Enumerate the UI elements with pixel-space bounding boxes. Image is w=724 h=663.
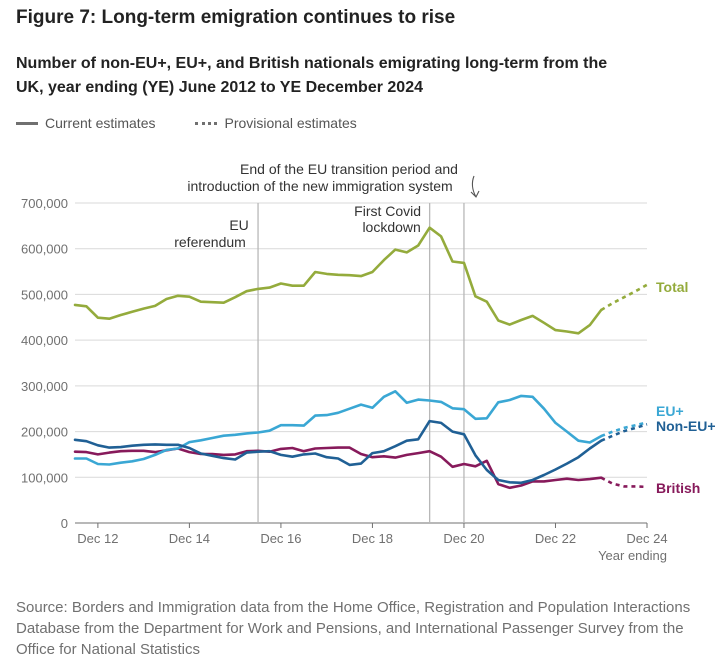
- x-tick-label: Dec 14: [169, 531, 210, 546]
- series-end-label: Non-EU+: [656, 418, 716, 434]
- series-line-total: [73, 226, 603, 335]
- series-end-label: EU+: [656, 403, 684, 419]
- series-end-label: British: [656, 480, 700, 496]
- annotation-label: introduction of the new immigration syst…: [187, 178, 452, 194]
- annotation-label: End of the EU transition period and: [240, 161, 458, 177]
- x-tick-label: Dec 20: [443, 531, 484, 546]
- figure-title: Figure 7: Long-term emigration continues…: [16, 7, 456, 28]
- legend-solid-line: [16, 121, 38, 125]
- series-provisional-line-non-eu: [600, 423, 648, 442]
- y-tick-label: 600,000: [21, 242, 68, 257]
- series-provisional-line-total: [600, 283, 648, 312]
- y-tick-label: 400,000: [21, 333, 68, 348]
- x-tick-label: Dec 24: [626, 531, 667, 546]
- annotation-label: lockdown: [362, 219, 420, 235]
- y-tick-label: 200,000: [21, 425, 68, 440]
- line-chart: 0 100,000 200,000 300,000 400,000 500,000 600,…: [21, 161, 716, 563]
- y-tick-label: 100,000: [21, 470, 68, 485]
- x-axis-title: Year ending: [598, 548, 667, 563]
- x-tick-label: Dec 22: [535, 531, 576, 546]
- legend-label-current: Current estimates: [45, 115, 156, 131]
- annotation-label: referendum: [174, 234, 246, 250]
- x-tick-label: Dec 12: [77, 531, 118, 546]
- x-tick-label: Dec 18: [352, 531, 393, 546]
- series-provisional-line-eu: [600, 421, 648, 438]
- y-tick-label: 0: [61, 516, 68, 531]
- series-end-label: Total: [656, 279, 688, 295]
- x-tick-label: Dec 16: [260, 531, 301, 546]
- series-line-eu: [73, 390, 603, 466]
- legend-item-current: Current estimates: [16, 115, 155, 131]
- annotation-arrow: [470, 175, 480, 198]
- chart-subtitle: Number of non-EU+, EU+, and British nati…: [16, 55, 608, 96]
- y-tick-label: 500,000: [21, 287, 68, 302]
- annotation-label: EU: [229, 217, 248, 233]
- legend-label-provisional: Provisional estimates: [224, 115, 357, 131]
- legend-item-provisional: Provisional estimates: [195, 115, 357, 131]
- y-tick-label: 300,000: [21, 379, 68, 394]
- series-line-non-eu: [73, 419, 603, 485]
- annotation-label: First Covid: [354, 203, 421, 219]
- source-note: Source: Borders and Immigration data fro…: [16, 599, 691, 658]
- legend: Current estimates Provisional estimates: [16, 115, 397, 131]
- y-tick-label: 700,000: [21, 196, 68, 211]
- legend-dotted-line: [195, 121, 218, 125]
- series-provisional-line-british: [600, 476, 648, 489]
